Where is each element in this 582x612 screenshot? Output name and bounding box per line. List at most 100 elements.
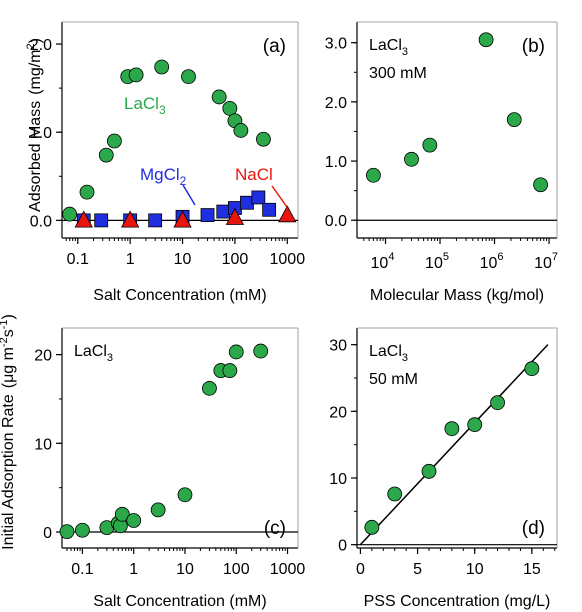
y-tick-label: 0 — [338, 538, 347, 555]
data-point-circle — [421, 463, 437, 479]
x-tick-label: 10 — [174, 251, 192, 268]
y-tick-label: 20 — [329, 404, 347, 421]
data-point-circle — [256, 131, 271, 147]
panel-letter: (c) — [264, 518, 286, 539]
data-point-circle — [467, 417, 483, 433]
data-point-circle — [533, 177, 548, 193]
y-tick-label: 10 — [34, 436, 52, 453]
fit-line — [359, 344, 549, 546]
data-point-circle — [79, 184, 95, 200]
data-point-circle — [177, 487, 193, 503]
x-tick-label: 1000 — [270, 561, 306, 578]
y-tick-label: 30 — [329, 338, 347, 355]
x-tick-label: 0.1 — [71, 561, 93, 578]
data-point-triangle — [278, 205, 297, 223]
data-point-triangle — [74, 210, 93, 228]
y-tick-label: 10 — [329, 471, 347, 488]
x-tick-label: 106 — [480, 251, 504, 272]
panel-letter: (d) — [522, 518, 545, 539]
x-tick-label: 105 — [425, 251, 449, 272]
x-tick-label: 1 — [126, 251, 135, 268]
x-axis-label: Salt Concentration (mM) — [93, 593, 266, 610]
data-point-circle — [211, 89, 227, 105]
data-point-circle — [62, 206, 78, 222]
data-point-square — [94, 213, 109, 228]
x-tick-label: 104 — [371, 251, 395, 272]
y-tick-label: 2.0 — [30, 37, 52, 54]
y-axis-label-bottom: Initial Adsorption Rate(μg m-2s-1) — [0, 314, 17, 550]
data-point-circle — [181, 69, 196, 85]
data-point-circle — [114, 506, 130, 522]
data-point-circle — [404, 151, 419, 167]
series-label: LaCl3 — [124, 94, 166, 117]
data-point-circle — [150, 502, 166, 518]
data-point-circle — [75, 522, 90, 538]
y-tick-label: 0.0 — [30, 213, 52, 230]
x-tick-label: 5 — [413, 561, 422, 578]
data-point-circle — [524, 361, 540, 377]
x-tick-label: 100 — [222, 251, 249, 268]
data-point-circle — [98, 147, 114, 163]
data-point-triangle — [173, 210, 192, 228]
x-tick-label: 15 — [523, 561, 541, 578]
data-point-circle — [106, 133, 122, 149]
panel-letter: (a) — [263, 36, 286, 57]
data-point-circle — [444, 421, 460, 437]
data-point-circle — [364, 519, 380, 535]
data-point-triangle — [120, 210, 140, 228]
series-label: NaCl — [235, 165, 273, 184]
y-tick-label: 3.0 — [325, 36, 347, 53]
pointer-line-nacl — [271, 185, 288, 208]
data-point-circle — [202, 380, 217, 396]
data-point-circle — [126, 513, 142, 528]
data-point-circle — [228, 344, 244, 360]
data-point-triangle — [225, 207, 245, 225]
annotation-concentration: 50 mM — [369, 371, 418, 388]
data-point-circle — [154, 59, 170, 75]
x-tick-label: 100 — [223, 561, 250, 578]
data-point-circle — [422, 137, 438, 153]
x-tick-label: 10 — [466, 561, 484, 578]
annotation-salt: LaCl3 — [369, 37, 408, 58]
data-point-square — [216, 204, 231, 219]
data-point-circle — [387, 486, 403, 502]
data-point-circle — [233, 123, 249, 138]
data-point-circle — [59, 524, 75, 539]
data-point-square — [251, 190, 266, 205]
data-point-square — [200, 208, 215, 222]
x-tick-label: 0.1 — [67, 251, 89, 268]
data-point-square — [262, 202, 277, 217]
data-point-circle — [506, 112, 522, 128]
panel-a: 0.0 1.0 2.0 0.1 1 10 100 1000 Salt Concentration… — [30, 21, 306, 304]
x-tick-label: 1 — [129, 561, 138, 578]
x-tick-label: 10 — [176, 561, 194, 578]
data-point-circle — [128, 67, 144, 83]
annotation-salt: LaCl3 — [369, 343, 408, 364]
data-point-circle — [222, 101, 238, 116]
x-tick-label: 1000 — [270, 251, 306, 268]
y-tick-label: 1.0 — [325, 154, 347, 171]
data-point-circle — [478, 32, 494, 48]
panel-d: 0 10 20 30 0 5 10 15 PSS Concentration (mg/L) (d)… — [329, 327, 558, 610]
y-tick-label: 0 — [43, 525, 52, 542]
data-point-square — [148, 213, 163, 228]
data-point-circle — [222, 363, 238, 378]
y-tick-label: 0.0 — [325, 213, 347, 230]
series-label: MgCl2 — [140, 165, 187, 188]
data-point-circle — [253, 343, 269, 359]
panel-letter: (b) — [522, 36, 545, 57]
panel-b: 0.0 1.0 2.0 3.0 104 105 106 107 Molecular Mass (… — [325, 21, 558, 304]
x-axis-label: Salt Concentration (mM) — [93, 287, 266, 304]
data-point-circle — [490, 395, 505, 411]
x-axis-label: PSS Concentration (mg/L) — [364, 593, 551, 610]
data-point-circle — [366, 167, 381, 183]
y-axis-label-top: Adsorbed Mass(mg/m2) — [25, 38, 44, 212]
annotation-salt: LaCl3 — [74, 343, 113, 364]
y-tick-label: 1.0 — [30, 125, 52, 142]
pointer-line-mgcl2 — [182, 184, 196, 206]
y-tick-label: 20 — [34, 348, 52, 365]
x-tick-label: 0 — [356, 561, 365, 578]
x-tick-label: 107 — [534, 251, 558, 272]
